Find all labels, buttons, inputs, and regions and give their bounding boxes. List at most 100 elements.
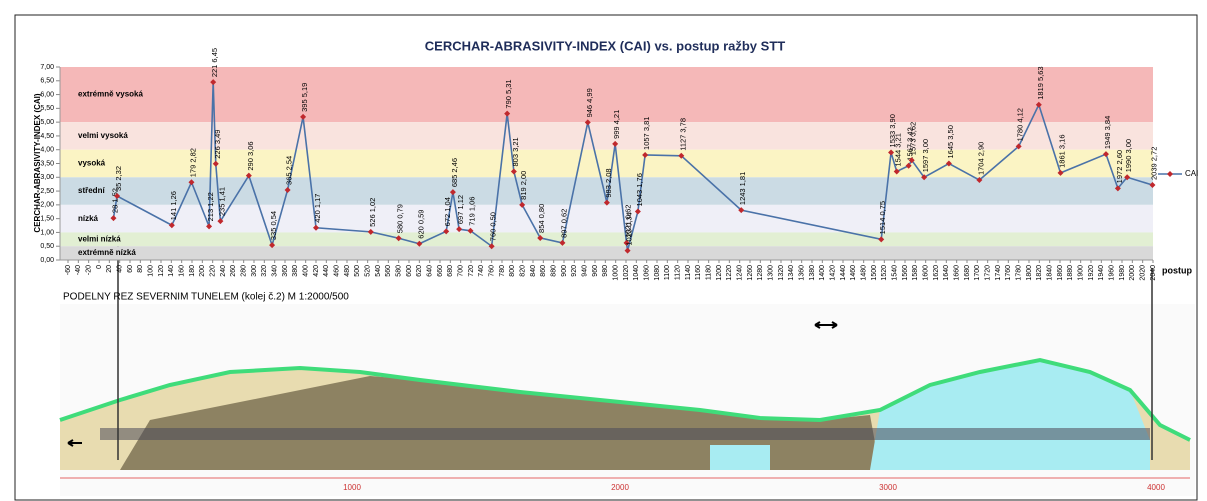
x-tick-label: 2040 xyxy=(1150,265,1157,281)
x-tick-label: 1140 xyxy=(685,265,692,280)
data-label: 685 2,46 xyxy=(450,158,459,187)
x-tick-label: 1100 xyxy=(664,265,671,280)
x-tick-label: 840 xyxy=(530,265,537,277)
x-tick-label: 1180 xyxy=(706,265,713,280)
y-tick-label: 7,00 xyxy=(40,64,54,71)
x-tick-label: 1020 xyxy=(623,265,630,281)
data-label: 1704 2,90 xyxy=(976,142,985,175)
x-tick-label: 180 xyxy=(189,265,196,277)
x-tick-label: 1240 xyxy=(737,265,744,281)
x-tick-label: 1960 xyxy=(1109,265,1116,281)
data-label: 819 2,00 xyxy=(519,171,528,200)
x-tick-label: 1400 xyxy=(819,265,826,281)
marker xyxy=(908,157,915,164)
data-label: 1819 5,63 xyxy=(1036,66,1045,99)
x-tick-label: 440 xyxy=(323,265,330,277)
band-label: střední xyxy=(78,186,105,195)
marker xyxy=(114,193,121,200)
marker xyxy=(642,151,649,158)
x-tick-label: 1120 xyxy=(675,265,682,280)
marker xyxy=(206,223,213,230)
x-tick-label: 800 xyxy=(509,265,516,277)
x-tick-label: 1720 xyxy=(985,265,992,281)
x-tick-label: 1340 xyxy=(788,265,795,281)
scale-label: 3000 xyxy=(879,483,897,492)
x-tick-label: 1440 xyxy=(840,265,847,281)
band xyxy=(60,232,1153,247)
x-tick-label: 340 xyxy=(272,265,279,277)
y-tick-label: 3,00 xyxy=(40,174,54,181)
x-tick-label: 780 xyxy=(499,265,506,277)
data-label: 1780 4,12 xyxy=(1016,108,1025,141)
water-zone xyxy=(710,445,770,470)
data-label: 1567 3,42 xyxy=(906,127,915,160)
marker xyxy=(921,174,928,181)
data-label: 760 0,50 xyxy=(489,212,498,241)
x-tick-label: 1060 xyxy=(644,265,651,281)
data-label: 420 1,17 xyxy=(313,194,322,223)
marker xyxy=(634,208,641,215)
x-tick-label: 980 xyxy=(602,265,609,277)
data-label: 1514 0,75 xyxy=(878,201,887,234)
data-label: 580 0,79 xyxy=(396,204,405,233)
marker xyxy=(603,199,610,206)
x-tick-label: 380 xyxy=(292,265,299,277)
marker xyxy=(313,224,319,231)
tunnel xyxy=(100,428,1150,440)
marker xyxy=(888,149,895,156)
x-tick-label: 2000 xyxy=(1129,265,1136,281)
x-tick-label: 1880 xyxy=(1067,265,1074,281)
arrow xyxy=(67,439,82,447)
x-tick-label: 580 xyxy=(396,265,403,277)
y-tick-label: 6,00 xyxy=(40,91,54,98)
x-tick-label: 160 xyxy=(179,265,186,277)
y-tick-label: 1,50 xyxy=(40,215,54,222)
data-label: 335 0,54 xyxy=(269,211,278,240)
y-tick-label: 2,00 xyxy=(40,202,54,209)
x-tick-label: 1980 xyxy=(1119,265,1126,281)
data-label: 1645 3,50 xyxy=(946,125,955,158)
y-tick-label: 4,00 xyxy=(40,147,54,154)
y-axis-label: CERCHAR-ABRASIVITY-INDEX (CAI) xyxy=(33,93,42,232)
x-tick-label: 540 xyxy=(375,265,382,277)
x-tick-label: 300 xyxy=(251,265,258,277)
data-label: 1949 3,84 xyxy=(1103,116,1112,149)
data-label: 697 1,12 xyxy=(456,195,465,224)
marker xyxy=(395,235,402,242)
x-tick-label: 1900 xyxy=(1078,265,1085,281)
x-tick-label: 1560 xyxy=(902,265,909,281)
marker xyxy=(1149,182,1156,189)
x-tick-label: 820 xyxy=(520,265,527,277)
marker xyxy=(878,236,885,243)
data-label: 213 1,22 xyxy=(206,192,215,221)
data-label: 1043 1,76 xyxy=(635,173,644,206)
water-zone xyxy=(870,360,1150,470)
marker xyxy=(168,222,175,229)
x-tick-label: 1760 xyxy=(1005,265,1012,281)
marker xyxy=(976,177,983,184)
x-tick-label: 400 xyxy=(303,265,310,277)
x-tick-label: 1000 xyxy=(613,265,620,281)
data-label: 35 2,32 xyxy=(114,166,123,191)
band-label: velmi nízká xyxy=(78,234,121,243)
marker xyxy=(1114,185,1121,192)
data-label: 290 3,06 xyxy=(246,141,255,170)
x-tick-label: 740 xyxy=(478,265,485,277)
x-tick-label: 1380 xyxy=(809,265,816,281)
marker xyxy=(945,160,952,167)
x-tick-label: 1800 xyxy=(1026,265,1033,281)
marker xyxy=(623,239,630,246)
data-label: 365 2,54 xyxy=(285,156,294,185)
data-label: 719 1,06 xyxy=(467,197,476,226)
marker xyxy=(1124,174,1131,181)
x-tick-label: 100 xyxy=(148,265,155,277)
data-label: 620 0,59 xyxy=(416,210,425,239)
marker xyxy=(612,140,619,147)
x-tick-label: 920 xyxy=(571,265,578,277)
data-label: 526 1,02 xyxy=(368,198,377,227)
marker xyxy=(443,228,450,235)
x-tick-label: 20 xyxy=(106,265,113,273)
x-tick-label: 220 xyxy=(210,265,217,277)
x-tick-label: 320 xyxy=(261,265,268,277)
y-tick-label: 1,00 xyxy=(40,229,54,236)
